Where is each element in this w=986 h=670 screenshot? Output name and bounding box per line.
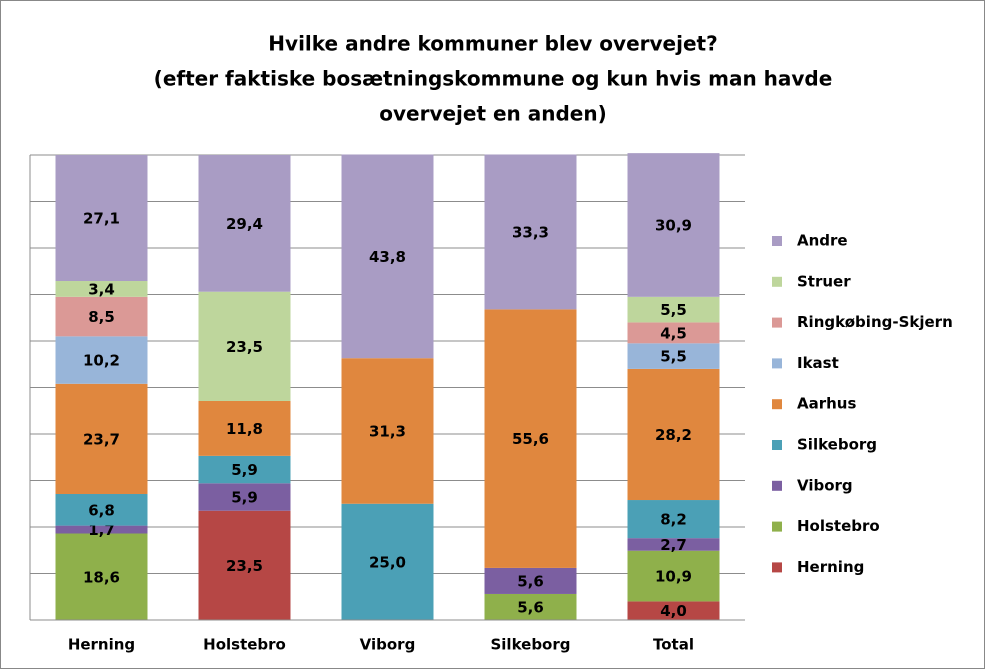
bar-segment — [341, 154, 434, 359]
bar-segment — [627, 368, 720, 501]
data-label: 5,5 — [660, 301, 687, 319]
bar-segment — [627, 153, 720, 297]
legend-swatch — [772, 521, 782, 532]
x-tick-label: Silkeborg — [490, 636, 570, 654]
legend-swatch — [772, 399, 782, 410]
bar-segment — [55, 281, 148, 297]
legend-label: Viborg — [797, 476, 853, 494]
legend-swatch — [772, 562, 782, 573]
chart-title: (efter faktiske bosætningskommune og kun… — [154, 67, 833, 91]
bar-segment — [198, 155, 291, 292]
data-label: 28,2 — [655, 426, 692, 444]
legend-label: Herning — [797, 558, 864, 576]
data-label: 8,2 — [660, 511, 687, 529]
legend-swatch — [772, 317, 782, 328]
legend-swatch — [772, 236, 782, 246]
legend-label: Struer — [797, 272, 851, 290]
data-label: 23,5 — [226, 338, 263, 356]
bar-segment — [198, 455, 291, 484]
bar-segment — [198, 400, 291, 456]
bar-segment — [198, 510, 291, 620]
bar-segment — [55, 383, 148, 494]
data-label: 2,7 — [660, 536, 687, 554]
chart-title: Hvilke andre kommuner blev overvejet? — [268, 32, 717, 56]
data-label: 3,4 — [88, 280, 115, 298]
data-label: 8,5 — [88, 308, 115, 326]
data-label: 5,9 — [231, 461, 258, 479]
bar-segment — [198, 291, 291, 401]
data-label: 6,8 — [88, 501, 115, 519]
data-label: 29,4 — [226, 215, 263, 233]
bar-segment — [627, 296, 720, 323]
data-label: 31,3 — [369, 422, 406, 440]
data-label: 43,8 — [369, 248, 406, 266]
bar-segment — [484, 309, 577, 568]
data-label: 27,1 — [83, 210, 120, 228]
bar-segment — [484, 567, 577, 594]
bar-segment — [198, 483, 291, 511]
legend-label: Aarhus — [797, 395, 856, 413]
legend-label: Holstebro — [797, 517, 880, 535]
bar-segment — [55, 525, 148, 534]
legend-swatch — [772, 358, 782, 369]
bar-segment — [627, 538, 720, 551]
data-label: 33,3 — [512, 223, 549, 241]
data-label: 23,7 — [83, 430, 120, 448]
x-tick-label: Holstebro — [203, 636, 286, 654]
data-label: 5,9 — [231, 489, 258, 507]
bar-segment — [627, 322, 720, 344]
data-label: 30,9 — [655, 216, 692, 234]
x-tick-label: Viborg — [360, 636, 416, 654]
bar-segment — [55, 155, 148, 282]
data-label: 5,5 — [660, 348, 687, 366]
data-label: 25,0 — [369, 553, 406, 571]
bar-segment — [484, 154, 577, 310]
bar-segment — [627, 500, 720, 539]
bar-segment — [341, 358, 434, 504]
legend-label: Silkeborg — [797, 436, 877, 454]
data-label: 4,0 — [660, 602, 687, 620]
bar-segment — [55, 533, 148, 620]
legend-swatch — [772, 480, 782, 491]
bar-segment — [627, 343, 720, 369]
data-label: 10,2 — [83, 352, 120, 370]
data-label: 11,8 — [226, 420, 263, 438]
bar-segment — [627, 550, 720, 602]
bar-segment — [55, 336, 148, 384]
data-label: 23,5 — [226, 557, 263, 575]
legend-label: Ikast — [797, 354, 839, 372]
data-label: 4,5 — [660, 324, 687, 342]
data-label: 10,9 — [655, 568, 692, 586]
data-label: 5,6 — [517, 598, 544, 616]
data-label: 55,6 — [512, 430, 549, 448]
legend-swatch — [772, 276, 782, 287]
data-label: 5,6 — [517, 572, 544, 590]
legend-label: Ringkøbing-Skjern — [797, 313, 953, 331]
chart-title: overvejet en anden) — [379, 102, 607, 126]
data-label: 18,6 — [83, 568, 120, 586]
bar-segment — [341, 503, 434, 620]
x-tick-label: Herning — [68, 636, 135, 654]
legend-swatch — [772, 440, 782, 450]
x-tick-label: Total — [653, 636, 694, 654]
bar-segment — [55, 493, 148, 526]
bar-segment — [484, 593, 577, 620]
bar-segment — [55, 296, 148, 337]
legend-label: Andre — [797, 232, 848, 250]
bar-segment — [627, 601, 720, 620]
